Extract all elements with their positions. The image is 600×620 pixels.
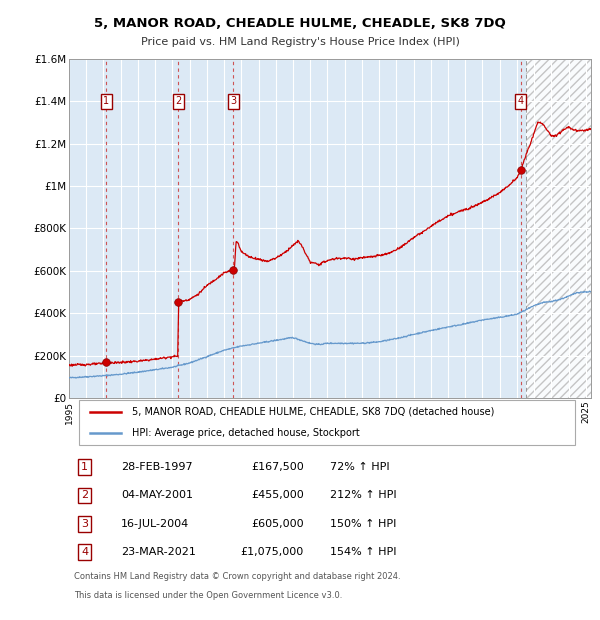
Text: 72% ↑ HPI: 72% ↑ HPI <box>330 462 389 472</box>
Text: 5, MANOR ROAD, CHEADLE HULME, CHEADLE, SK8 7DQ (detached house): 5, MANOR ROAD, CHEADLE HULME, CHEADLE, S… <box>131 407 494 417</box>
Text: 150% ↑ HPI: 150% ↑ HPI <box>330 519 397 529</box>
Text: 4: 4 <box>81 547 88 557</box>
Text: 2: 2 <box>175 96 181 106</box>
Text: HPI: Average price, detached house, Stockport: HPI: Average price, detached house, Stoc… <box>131 428 359 438</box>
Text: £167,500: £167,500 <box>251 462 304 472</box>
Text: £605,000: £605,000 <box>251 519 304 529</box>
Text: £455,000: £455,000 <box>251 490 304 500</box>
Text: 1: 1 <box>81 462 88 472</box>
Text: 154% ↑ HPI: 154% ↑ HPI <box>330 547 397 557</box>
Text: 3: 3 <box>230 96 236 106</box>
Text: 04-MAY-2001: 04-MAY-2001 <box>121 490 193 500</box>
Text: Price paid vs. HM Land Registry's House Price Index (HPI): Price paid vs. HM Land Registry's House … <box>140 37 460 47</box>
Text: 3: 3 <box>81 519 88 529</box>
Text: This data is licensed under the Open Government Licence v3.0.: This data is licensed under the Open Gov… <box>74 591 343 600</box>
FancyBboxPatch shape <box>79 401 575 445</box>
Text: 28-FEB-1997: 28-FEB-1997 <box>121 462 193 472</box>
Text: 23-MAR-2021: 23-MAR-2021 <box>121 547 196 557</box>
Text: 16-JUL-2004: 16-JUL-2004 <box>121 519 190 529</box>
Text: 1: 1 <box>103 96 109 106</box>
Text: 2: 2 <box>81 490 88 500</box>
Text: 5, MANOR ROAD, CHEADLE HULME, CHEADLE, SK8 7DQ: 5, MANOR ROAD, CHEADLE HULME, CHEADLE, S… <box>94 17 506 30</box>
Text: £1,075,000: £1,075,000 <box>241 547 304 557</box>
Text: Contains HM Land Registry data © Crown copyright and database right 2024.: Contains HM Land Registry data © Crown c… <box>74 572 401 581</box>
Text: 4: 4 <box>518 96 524 106</box>
Text: 212% ↑ HPI: 212% ↑ HPI <box>330 490 397 500</box>
